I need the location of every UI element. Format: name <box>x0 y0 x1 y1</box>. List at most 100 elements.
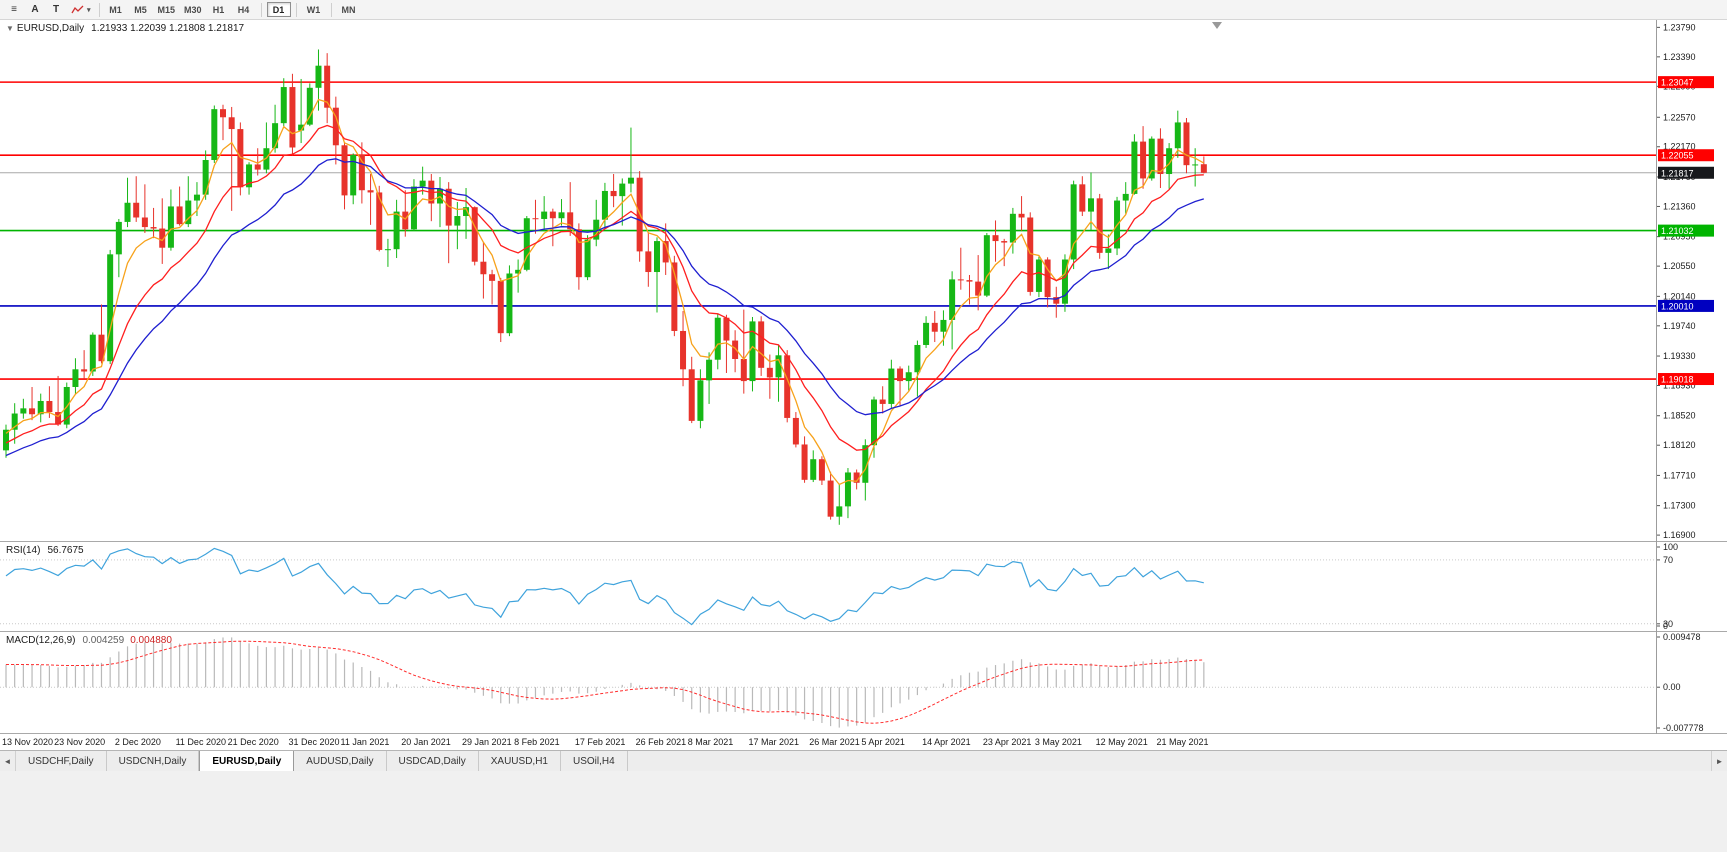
date-axis-label: 17 Mar 2021 <box>748 737 800 747</box>
date-axis-label: 17 Feb 2021 <box>574 737 626 747</box>
date-axis-label: 21 May 2021 <box>1156 737 1209 747</box>
date-axis-label: 23 Nov 2020 <box>54 737 106 747</box>
svg-text:1.22055: 1.22055 <box>1661 151 1694 161</box>
svg-text:1.22570: 1.22570 <box>1663 112 1696 122</box>
moving-average-line <box>5 124 1204 451</box>
svg-text:1.18520: 1.18520 <box>1663 411 1696 421</box>
svg-text:1.19330: 1.19330 <box>1663 351 1696 361</box>
svg-text:70: 70 <box>1663 555 1673 565</box>
tab-scroll-right-button[interactable]: ► <box>1711 751 1727 771</box>
moving-average-line <box>5 98 1205 486</box>
chart-tab-usdcad[interactable]: USDCAD,Daily <box>386 751 479 771</box>
svg-text:0.009478: 0.009478 <box>1663 632 1701 642</box>
indicators-button[interactable]: ▾ <box>67 2 95 18</box>
toolbar-separator <box>330 2 332 17</box>
date-axis-label: 8 Mar 2021 <box>687 737 734 747</box>
svg-text:1.23047: 1.23047 <box>1661 78 1694 88</box>
date-axis-label: 2 Dec 2020 <box>114 737 161 747</box>
chart-tabs: USDCHF,Daily USDCNH,Daily EURUSD,Daily AUDU… <box>16 751 628 771</box>
svg-text:1.17300: 1.17300 <box>1663 501 1696 511</box>
chart-tab-bar: ◄ USDCHF,Daily USDCNH,Daily EURUSD,Daily AU… <box>0 750 1727 771</box>
rsi-header: RSI(14) 56.7675 <box>6 545 84 556</box>
timeframe-m30-button[interactable]: M30 <box>180 2 206 17</box>
cursor-tool-button[interactable]: A <box>25 2 45 18</box>
date-axis-label: 14 Apr 2021 <box>922 737 971 747</box>
tab-scroll-left-button[interactable]: ◄ <box>0 751 16 771</box>
time-axis[interactable]: 13 Nov 2020 23 Nov 2020 2 Dec 2020 11 Dec 2… <box>0 734 1727 750</box>
date-axis-label: 11 Jan 2021 <box>340 737 390 747</box>
toolbar: ≡ A T ▾ M1 M5 M15 M30 H1 H4 D1 W1 MN <box>0 0 1727 20</box>
chart-tab-eurusd[interactable]: EURUSD,Daily <box>199 751 295 771</box>
macd-histogram <box>5 637 1205 728</box>
svg-text:100: 100 <box>1663 542 1678 552</box>
timeframe-m5-button[interactable]: M5 <box>129 2 153 17</box>
timeframe-m15-button[interactable]: M15 <box>154 2 180 17</box>
date-axis-label: 13 Nov 2020 <box>2 737 54 747</box>
date-axis-label: 5 Apr 2021 <box>861 737 905 747</box>
svg-text:1.18120: 1.18120 <box>1663 440 1696 450</box>
dropdown-caret-icon: ▾ <box>87 6 91 14</box>
toolbar-separator <box>295 2 297 17</box>
svg-text:-0.007778: -0.007778 <box>1663 723 1704 733</box>
svg-text:1.20140: 1.20140 <box>1663 291 1696 301</box>
toolbar-tools: ≡ A T ▾ <box>4 2 95 18</box>
date-axis-label: 12 May 2021 <box>1095 737 1148 747</box>
chart-tab-usdchf[interactable]: USDCHF,Daily <box>16 751 107 771</box>
svg-text:1.23390: 1.23390 <box>1663 52 1696 62</box>
price-chart-pane[interactable]: 1.237901.233901.229901.225701.221701.217… <box>0 20 1727 542</box>
date-axis-label: 29 Jan 2021 <box>462 737 512 747</box>
toolbar-separator <box>98 2 100 17</box>
date-axis-label: 3 May 2021 <box>1034 737 1082 747</box>
chart-shift-marker-icon[interactable] <box>1212 22 1222 29</box>
chart-header: ▼ EURUSD,Daily 1.21933 1.22039 1.21808 1.2… <box>6 23 244 34</box>
timeframe-h1-button[interactable]: H1 <box>207 2 231 17</box>
empty-status-area <box>0 771 1727 852</box>
macd-signal-line <box>6 640 1204 724</box>
chart-tab-usdcnh[interactable]: USDCNH,Daily <box>106 751 200 771</box>
date-axis-label: 11 Dec 2020 <box>175 737 226 747</box>
timeframe-m1-button[interactable]: M1 <box>104 2 128 17</box>
chart-commands-button[interactable]: ≡ <box>4 2 24 18</box>
macd-label: MACD(12,26,9) <box>6 635 76 646</box>
candlestick-series <box>3 49 1207 525</box>
price-tag: 1.22055 <box>1658 149 1714 162</box>
chart-tab-audusd[interactable]: AUDUSD,Daily <box>294 751 387 771</box>
macd-signal-value: 0.004880 <box>130 635 172 646</box>
chart-tab-xauusd[interactable]: XAUUSD,H1 <box>478 751 561 771</box>
rsi-line <box>5 547 1204 626</box>
price-tag: 1.20010 <box>1658 299 1714 312</box>
date-axis-label: 31 Dec 2020 <box>288 737 340 747</box>
collapse-icon[interactable]: ▼ <box>6 24 14 33</box>
rsi-axis-labels: 100 70 300 <box>1656 542 1678 631</box>
price-axis-separator <box>1656 20 1657 734</box>
date-axis-label: 23 Apr 2021 <box>982 737 1032 747</box>
chart-symbol-label: EURUSD,Daily <box>16 23 85 34</box>
price-tag: 1.23047 <box>1658 76 1714 89</box>
macd-axis-labels: 0.009478 0.00 -0.007778 <box>1656 632 1704 733</box>
svg-text:30: 30 <box>1663 619 1673 629</box>
rsi-indicator-pane[interactable]: 100 70 30 0 RSI(14) 56.7675 <box>0 542 1727 632</box>
timeframe-d1-button[interactable]: D1 <box>266 2 291 17</box>
timeframe-mn-button[interactable]: MN <box>337 2 361 17</box>
timeframe-w1-button[interactable]: W1 <box>302 2 326 17</box>
rsi-plot-canvas[interactable]: 100 70 300 <box>0 542 1727 631</box>
svg-text:1.22170: 1.22170 <box>1663 142 1696 152</box>
svg-text:1.20010: 1.20010 <box>1661 301 1694 311</box>
text-tool-button[interactable]: T <box>46 2 66 18</box>
svg-text:1.20550: 1.20550 <box>1663 261 1696 271</box>
svg-text:1.19740: 1.19740 <box>1663 321 1696 331</box>
svg-text:1.17710: 1.17710 <box>1663 470 1696 480</box>
horizontal-level-lines[interactable] <box>0 81 1656 380</box>
price-tag: 1.19018 <box>1658 373 1714 386</box>
date-axis-label: 8 Feb 2021 <box>514 737 560 747</box>
svg-text:0.00: 0.00 <box>1663 682 1681 692</box>
macd-plot-canvas[interactable]: 0.009478 0.00 -0.007778 <box>0 632 1727 733</box>
timeframe-h4-button[interactable]: H4 <box>232 2 256 17</box>
toolbar-separator <box>260 2 262 17</box>
price-plot-canvas[interactable]: 1.237901.233901.229901.225701.221701.217… <box>0 20 1727 541</box>
svg-text:1.19018: 1.19018 <box>1661 375 1694 385</box>
date-axis-label: 21 Dec 2020 <box>227 737 279 747</box>
chart-tab-usoil[interactable]: USOil,H4 <box>560 751 628 771</box>
macd-indicator-pane[interactable]: 0.009478 0.00 -0.007778 MACD(12,26,9) 0.004… <box>0 632 1727 734</box>
svg-text:0: 0 <box>1663 621 1668 631</box>
